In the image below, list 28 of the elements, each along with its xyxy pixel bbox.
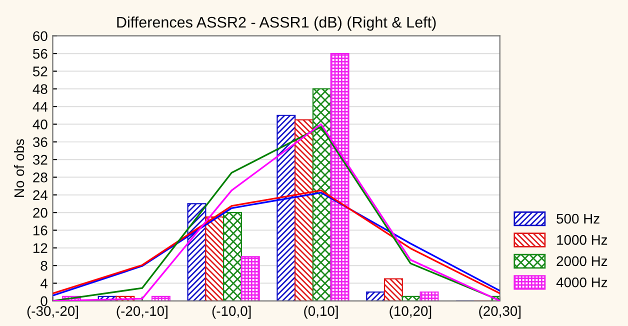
y-tick-label: 52 [33,66,48,76]
y-tick-label: 40 [32,120,48,130]
y-tick-label: 0 [40,296,48,306]
legend-label: 500 Hz [556,214,600,224]
y-tick-label: 48 [32,84,48,94]
y-tick-label: 8 [40,260,48,271]
legend-label: 2000 Hz [556,256,608,266]
y-tick-label: 44 [32,102,48,112]
x-tick-label: (0,10] [304,306,338,319]
x-tick-label: (20,30] [479,306,521,319]
y-tick-label: 20 [33,208,48,218]
legend-label: 1000 Hz [557,235,608,245]
x-tick-label: (-20,-10] [116,306,168,319]
y-tick-label: 36 [32,137,48,148]
y-tick-label: 4 [40,278,48,288]
y-axis-title: No of obs [14,139,24,197]
y-tick-label: 16 [34,226,48,236]
x-tick-label: (10,20] [390,306,432,319]
y-tick-label: 32 [32,154,48,165]
y-tick-label: 12 [34,243,48,253]
y-tick-label: 24 [33,190,48,200]
y-tick-label: 60 [33,31,48,42]
y-tick-label: 56 [33,48,48,59]
legend-label: 4000 Hz [556,277,608,288]
chart-title: Differences ASSR2 - ASSR1 (dB) (Right & Left) [117,16,436,31]
y-tick-label: 28 [33,172,48,182]
x-tick-label: (-10,0] [212,306,251,319]
x-tick-label: (-30,-20] [27,306,78,319]
